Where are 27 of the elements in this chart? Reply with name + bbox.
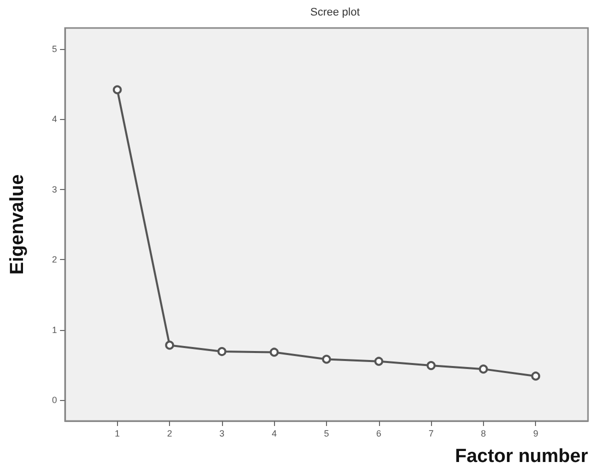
x-tick-label: 8 (480, 428, 486, 438)
point (112, 85, 122, 94)
point (531, 372, 540, 381)
x-tick-label: 4 (272, 428, 277, 438)
point (322, 354, 331, 364)
y-tick-label: 2 (52, 254, 57, 265)
point (426, 361, 436, 370)
point (165, 340, 174, 350)
x-tick-label: 5 (324, 428, 330, 438)
x-tick-label: 2 (167, 428, 172, 438)
point (478, 364, 488, 374)
x-axis-title: Factor number (454, 446, 589, 467)
y-tick-label: 1 (52, 324, 57, 335)
point (270, 348, 279, 357)
x-tick-label: 6 (376, 428, 382, 438)
y-tick-label: 4 (52, 114, 57, 124)
chart-title: Scree plot (310, 6, 360, 18)
point (217, 347, 226, 356)
x-tick-label: 1 (114, 428, 120, 438)
y-tick-label: 3 (52, 184, 57, 194)
y-tick-label: 5 (52, 44, 57, 54)
point (374, 356, 384, 366)
x-tick-label: 7 (428, 428, 434, 438)
y-axis-title: Eigenvalue (7, 174, 28, 275)
y-tick-label: 0 (52, 394, 57, 405)
x-tick-label: 3 (219, 428, 224, 438)
x-tick-label: 9 (533, 428, 538, 438)
